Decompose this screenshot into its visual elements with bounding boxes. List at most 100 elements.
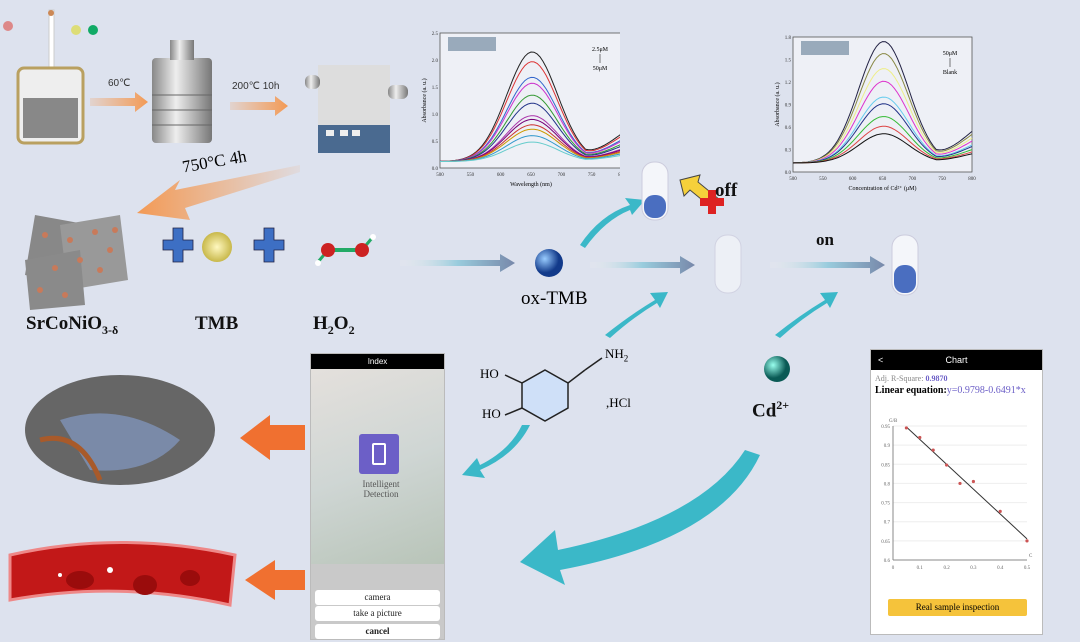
- oxtmb-label: ox-TMB: [521, 288, 588, 309]
- y-tick-label: 0.95: [881, 425, 890, 430]
- spectrum-line: [440, 102, 620, 162]
- ho-label: HO: [480, 366, 499, 381]
- ho-label: HO: [482, 406, 501, 421]
- x-tick-label: 500: [789, 177, 797, 182]
- cuvette-photo: [801, 41, 849, 55]
- phone-chart-screen: < Chart Adj. R-Square: 0.9870 Linear equ…: [870, 349, 1043, 635]
- y-tick-label: 0.65: [881, 540, 890, 545]
- x-tick-label: 550: [467, 173, 475, 178]
- x-tick-label: 700: [558, 173, 566, 178]
- step-label: 200℃ 10h: [232, 81, 280, 92]
- y-tick-label: 1.8: [785, 36, 792, 41]
- autoclave-icon: [152, 40, 212, 143]
- data-point: [931, 448, 935, 452]
- y-tick-label: 0.9: [884, 444, 891, 449]
- camera-option[interactable]: camera: [315, 590, 440, 605]
- h2o2-molecule-icon: [315, 234, 376, 266]
- x-tick-label: 750: [938, 177, 946, 182]
- x-tick-label: 0.5: [1024, 566, 1031, 571]
- cd-label: Cd2+: [752, 398, 790, 422]
- annotation-bottom: 50μM: [593, 66, 608, 72]
- cuvette-photo: [448, 37, 496, 51]
- x-tick-label: 500: [436, 173, 444, 178]
- real-sample-inspection-button[interactable]: Real sample inspection: [888, 599, 1027, 616]
- off-label: off: [715, 180, 738, 201]
- x-tick-label: 600: [497, 173, 505, 178]
- arrow-on: [770, 256, 885, 274]
- plus-icon: [162, 227, 285, 263]
- arrow-750c: [137, 165, 300, 220]
- tmb-molecule-icon: [202, 232, 232, 262]
- x-tick-label: 800: [968, 177, 976, 182]
- annotation-bottom: Blank: [943, 70, 957, 76]
- phone-index-screen: Index Intelligent Detection camera take …: [310, 353, 445, 640]
- back-button[interactable]: <: [878, 355, 884, 365]
- y-tick-label: 0.0: [785, 171, 792, 176]
- x-tick-label: 600: [849, 177, 857, 182]
- intelligent-detection-button[interactable]: [359, 434, 399, 474]
- x-axis-label: C: [1029, 554, 1033, 559]
- y-tick-label: 0.3: [785, 149, 792, 154]
- arrow-200c: [230, 96, 288, 116]
- dopamine-structure-icon: [504, 357, 603, 422]
- data-point: [958, 481, 962, 486]
- arrow-to-blood: [245, 560, 305, 600]
- y-axis-label: Absorbance (a. u.): [421, 78, 428, 122]
- hcl-label: ,HCl: [606, 395, 631, 410]
- data-point: [918, 435, 922, 440]
- spectrum-line: [439, 61, 620, 162]
- y-tick-label: 1.0: [432, 113, 439, 118]
- spectrum-line: [439, 82, 620, 162]
- polluted-water-image: [25, 375, 215, 485]
- y-tick-label: 0.0: [432, 167, 439, 172]
- cancel-button[interactable]: cancel: [315, 624, 440, 639]
- data-point: [945, 463, 949, 467]
- r2-value: 0.9870: [925, 374, 948, 383]
- calibration-chart: 0.6 0.65 0.7 0.75 0.8 0.85 0.9 0.95 0 0.1 0.2 0.3 0.…: [881, 419, 1033, 571]
- blood-vessel-image: [8, 541, 237, 607]
- step-label: 60℃: [108, 78, 131, 89]
- tablet-icon: [372, 443, 386, 465]
- x-tick-label: 550: [819, 177, 827, 182]
- off-arrow-icon: [679, 174, 724, 214]
- x-tick-label: 650: [879, 177, 887, 182]
- tile-label: Intelligent Detection: [362, 479, 400, 499]
- x-tick-label: 650: [527, 173, 535, 178]
- spectrum-line: [793, 53, 973, 164]
- test-tube-icon: [641, 161, 669, 221]
- arrow-to-water: [240, 415, 305, 460]
- catalyst-label: SrCoNiO3-δ: [26, 313, 119, 337]
- r2-label: Adj. R-Square:: [875, 374, 924, 383]
- x-axis-label: Concentration of Cd²⁺ (μM): [848, 185, 916, 192]
- tmb-label: TMB: [195, 313, 239, 334]
- take-picture-option[interactable]: take a picture: [315, 606, 440, 621]
- y-tick-label: 0.5: [432, 140, 439, 145]
- x-tick-label: 700: [909, 177, 917, 182]
- y-axis-label: Absorbance (a. u.): [774, 82, 781, 126]
- srconio3-nanosheets-icon: [25, 215, 128, 310]
- spectrum-line: [793, 103, 973, 164]
- x-tick-label: 0.1: [917, 566, 924, 571]
- test-tube-icon: [714, 234, 742, 294]
- curved-arrow-icon: [462, 198, 838, 585]
- spectrum-line: [792, 133, 973, 164]
- annotation-top: 2.5μM: [592, 47, 609, 53]
- tube-furnace-icon: [305, 65, 408, 153]
- oxtmb-molecule-icon: [535, 249, 563, 277]
- y-tick-label: 0.7: [884, 521, 891, 526]
- y-tick-label: 1.5: [432, 86, 439, 91]
- arrow-60c: [90, 92, 148, 112]
- chart-title: Chart: [945, 355, 968, 365]
- data-point: [1025, 539, 1029, 543]
- y-tick-label: 0.8: [884, 482, 891, 487]
- y-tick-label: 1.2: [785, 81, 792, 86]
- fit-line: [906, 426, 1028, 540]
- cd-ion-icon: [764, 356, 790, 382]
- spectrum-line: [440, 141, 620, 162]
- arrow-to-tube: [590, 256, 695, 274]
- y-tick-label: 2.5: [432, 32, 439, 37]
- x-tick-label: 0.4: [997, 566, 1004, 571]
- y-tick-label: 1.5: [785, 59, 792, 64]
- x-axis-label: Wavelength (nm): [510, 181, 552, 188]
- equation-value: y=0.9798-0.6491*x: [946, 385, 1026, 396]
